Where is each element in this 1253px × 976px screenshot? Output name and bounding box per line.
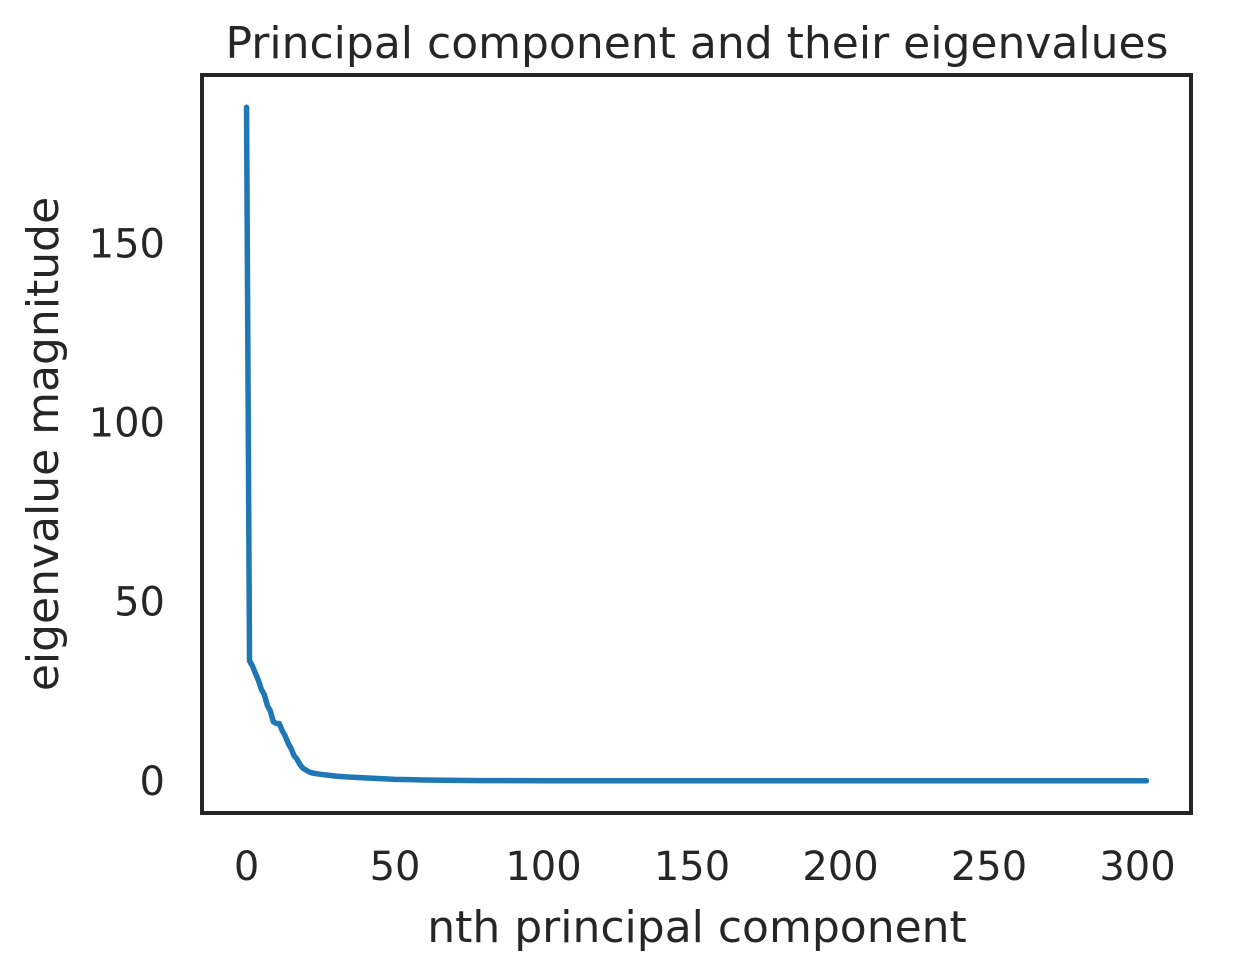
- chart-title: Principal component and their eigenvalue…: [226, 18, 1169, 69]
- y-tick-label: 100: [89, 401, 165, 447]
- y-axis-label: eigenvalue magnitude: [18, 197, 69, 691]
- plot-area: [243, 104, 1150, 784]
- x-tick-label: 300: [1099, 844, 1175, 890]
- series-line: [243, 104, 1150, 784]
- y-tick-label: 50: [114, 580, 165, 626]
- plot-frame: [200, 73, 1193, 815]
- y-tick-label: 150: [89, 221, 165, 267]
- y-tick-label: 0: [140, 759, 165, 805]
- x-tick-label: 0: [234, 844, 259, 890]
- x-tick-label: 250: [951, 844, 1027, 890]
- y-axis: 0 50 100 150: [89, 221, 165, 804]
- x-tick-label: 50: [370, 844, 421, 890]
- x-tick-label: 150: [654, 844, 730, 890]
- x-tick-label: 200: [802, 844, 878, 890]
- x-tick-label: 100: [505, 844, 581, 890]
- x-axis-label: nth principal component: [427, 902, 967, 953]
- x-axis: 0 50 100 150 200 250 300: [234, 844, 1176, 890]
